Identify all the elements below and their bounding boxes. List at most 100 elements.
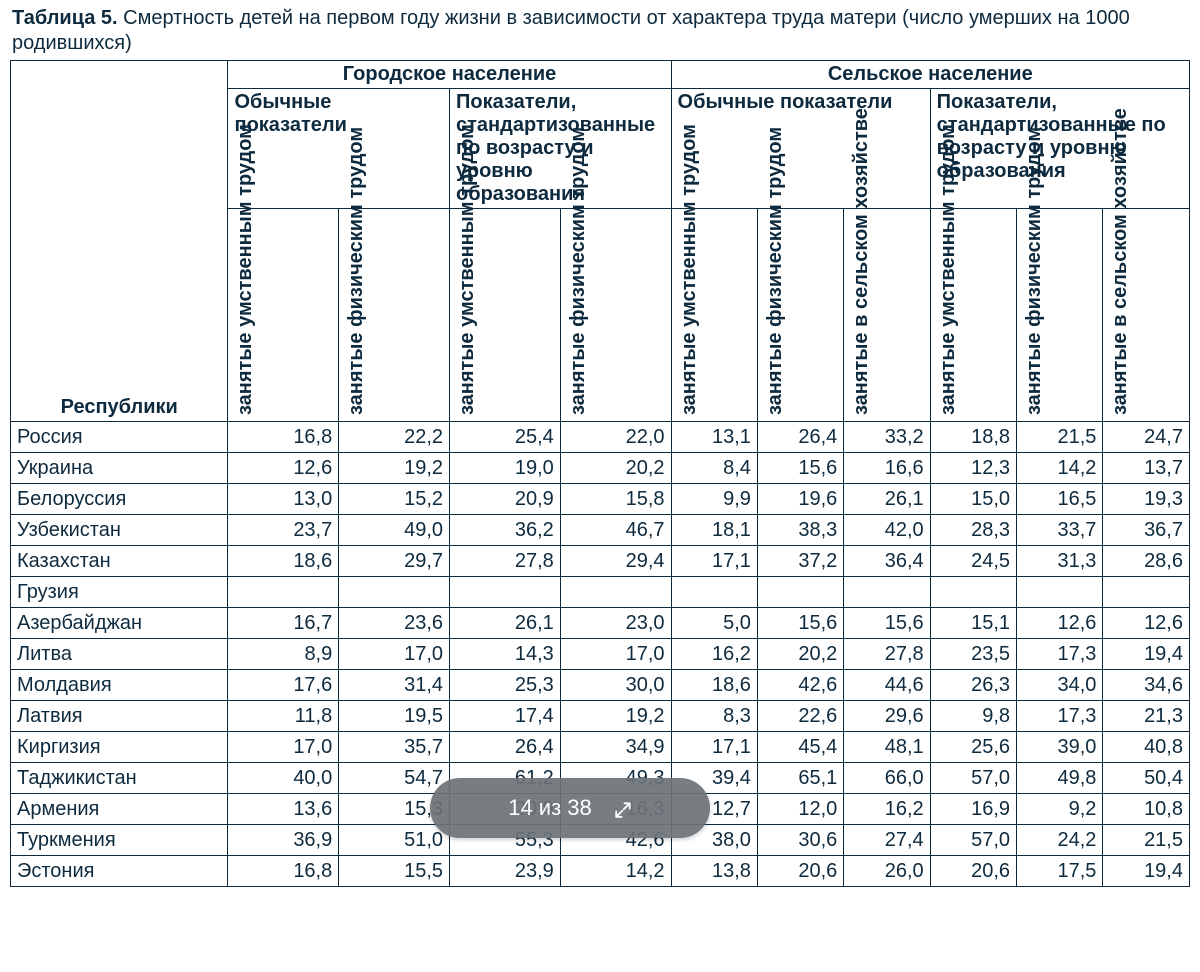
cell: 19,2 [560, 701, 671, 732]
cell: 27,4 [844, 825, 930, 856]
cell: 16,7 [228, 608, 339, 639]
caption-rest: Смертность детей на первом году жизни в … [12, 7, 1130, 54]
cell: 17,4 [450, 701, 561, 732]
cell: 19,0 [450, 453, 561, 484]
cell: 26,1 [844, 484, 930, 515]
cell: 19,6 [757, 484, 843, 515]
header-urban-sub1: Обычные показатели [228, 89, 450, 209]
header-urban: Городское население [228, 61, 671, 89]
cell: 28,6 [1103, 546, 1190, 577]
cell: 16,5 [1017, 484, 1103, 515]
cell: 33,2 [844, 422, 930, 453]
cell: 23,6 [339, 608, 450, 639]
table-row: Грузия [11, 577, 1190, 608]
cell: 22,6 [757, 701, 843, 732]
cell: 13,6 [228, 794, 339, 825]
caption-bold: Таблица 5. [12, 7, 118, 29]
cell: 9,9 [671, 484, 757, 515]
col-rural1-physical: занятые физическим трудом [757, 209, 843, 422]
row-name: Россия [11, 422, 228, 453]
cell: 17,0 [339, 639, 450, 670]
cell: 50,4 [1103, 763, 1190, 794]
page-indicator-overlay[interactable]: 14 из 38 [430, 778, 710, 838]
cell: 23,7 [228, 515, 339, 546]
cell: 33,7 [1017, 515, 1103, 546]
cell: 40,8 [1103, 732, 1190, 763]
cell: 14,3 [450, 639, 561, 670]
cell: 17,5 [1017, 856, 1103, 887]
cell: 42,6 [757, 670, 843, 701]
cell: 34,9 [560, 732, 671, 763]
cell: 17,1 [671, 546, 757, 577]
row-name: Азербайджан [11, 608, 228, 639]
cell: 26,3 [930, 670, 1016, 701]
cell: 27,8 [844, 639, 930, 670]
cell: 36,2 [450, 515, 561, 546]
cell: 12,0 [757, 794, 843, 825]
cell: 23,9 [450, 856, 561, 887]
cell [757, 577, 843, 608]
cell: 15,6 [757, 608, 843, 639]
cell: 36,9 [228, 825, 339, 856]
col-urban1-mental: занятые умственным трудом [228, 209, 339, 422]
cell [560, 577, 671, 608]
header-rural-sub2: Показатели, стандартизованные по возраст… [930, 89, 1189, 209]
cell: 22,2 [339, 422, 450, 453]
col-urban1-physical: занятые физическим трудом [339, 209, 450, 422]
cell: 29,6 [844, 701, 930, 732]
cell: 17,6 [228, 670, 339, 701]
cell: 45,4 [757, 732, 843, 763]
cell: 17,0 [228, 732, 339, 763]
cell: 25,6 [930, 732, 1016, 763]
table-row: Азербайджан16,723,626,123,05,015,615,615… [11, 608, 1190, 639]
table-row: Латвия11,819,517,419,28,322,629,69,817,3… [11, 701, 1190, 732]
cell: 19,3 [1103, 484, 1190, 515]
cell: 16,2 [671, 639, 757, 670]
row-name: Литва [11, 639, 228, 670]
cell: 34,0 [1017, 670, 1103, 701]
cell: 12,6 [1017, 608, 1103, 639]
header-rural: Сельское население [671, 61, 1189, 89]
row-name: Туркмения [11, 825, 228, 856]
table-row: Белоруссия13,015,220,915,89,919,626,115,… [11, 484, 1190, 515]
cell: 17,3 [1017, 639, 1103, 670]
cell: 26,1 [450, 608, 561, 639]
cell: 15,5 [339, 856, 450, 887]
cell: 24,7 [1103, 422, 1190, 453]
cell: 9,8 [930, 701, 1016, 732]
cell: 34,6 [1103, 670, 1190, 701]
cell: 23,0 [560, 608, 671, 639]
cell: 17,0 [560, 639, 671, 670]
cell: 18,6 [671, 670, 757, 701]
cell: 20,2 [560, 453, 671, 484]
cell: 8,3 [671, 701, 757, 732]
cell: 14,2 [1017, 453, 1103, 484]
cell: 11,8 [228, 701, 339, 732]
row-name: Грузия [11, 577, 228, 608]
cell: 15,6 [844, 608, 930, 639]
cell [1017, 577, 1103, 608]
cell: 36,4 [844, 546, 930, 577]
cell: 17,1 [671, 732, 757, 763]
cell: 8,4 [671, 453, 757, 484]
cell: 19,4 [1103, 639, 1190, 670]
cell [671, 577, 757, 608]
cell: 27,8 [450, 546, 561, 577]
cell: 13,1 [671, 422, 757, 453]
cell: 29,4 [560, 546, 671, 577]
cell: 21,3 [1103, 701, 1190, 732]
cell: 26,0 [844, 856, 930, 887]
cell: 49,8 [1017, 763, 1103, 794]
table-row: Украина12,619,219,020,28,415,616,612,314… [11, 453, 1190, 484]
row-name: Армения [11, 794, 228, 825]
cell: 30,0 [560, 670, 671, 701]
table-row: Россия16,822,225,422,013,126,433,218,821… [11, 422, 1190, 453]
cell: 19,2 [339, 453, 450, 484]
row-name: Киргизия [11, 732, 228, 763]
cell: 23,5 [930, 639, 1016, 670]
cell: 44,6 [844, 670, 930, 701]
cell: 57,0 [930, 763, 1016, 794]
cell: 20,9 [450, 484, 561, 515]
expand-icon[interactable] [614, 799, 632, 817]
cell: 36,7 [1103, 515, 1190, 546]
